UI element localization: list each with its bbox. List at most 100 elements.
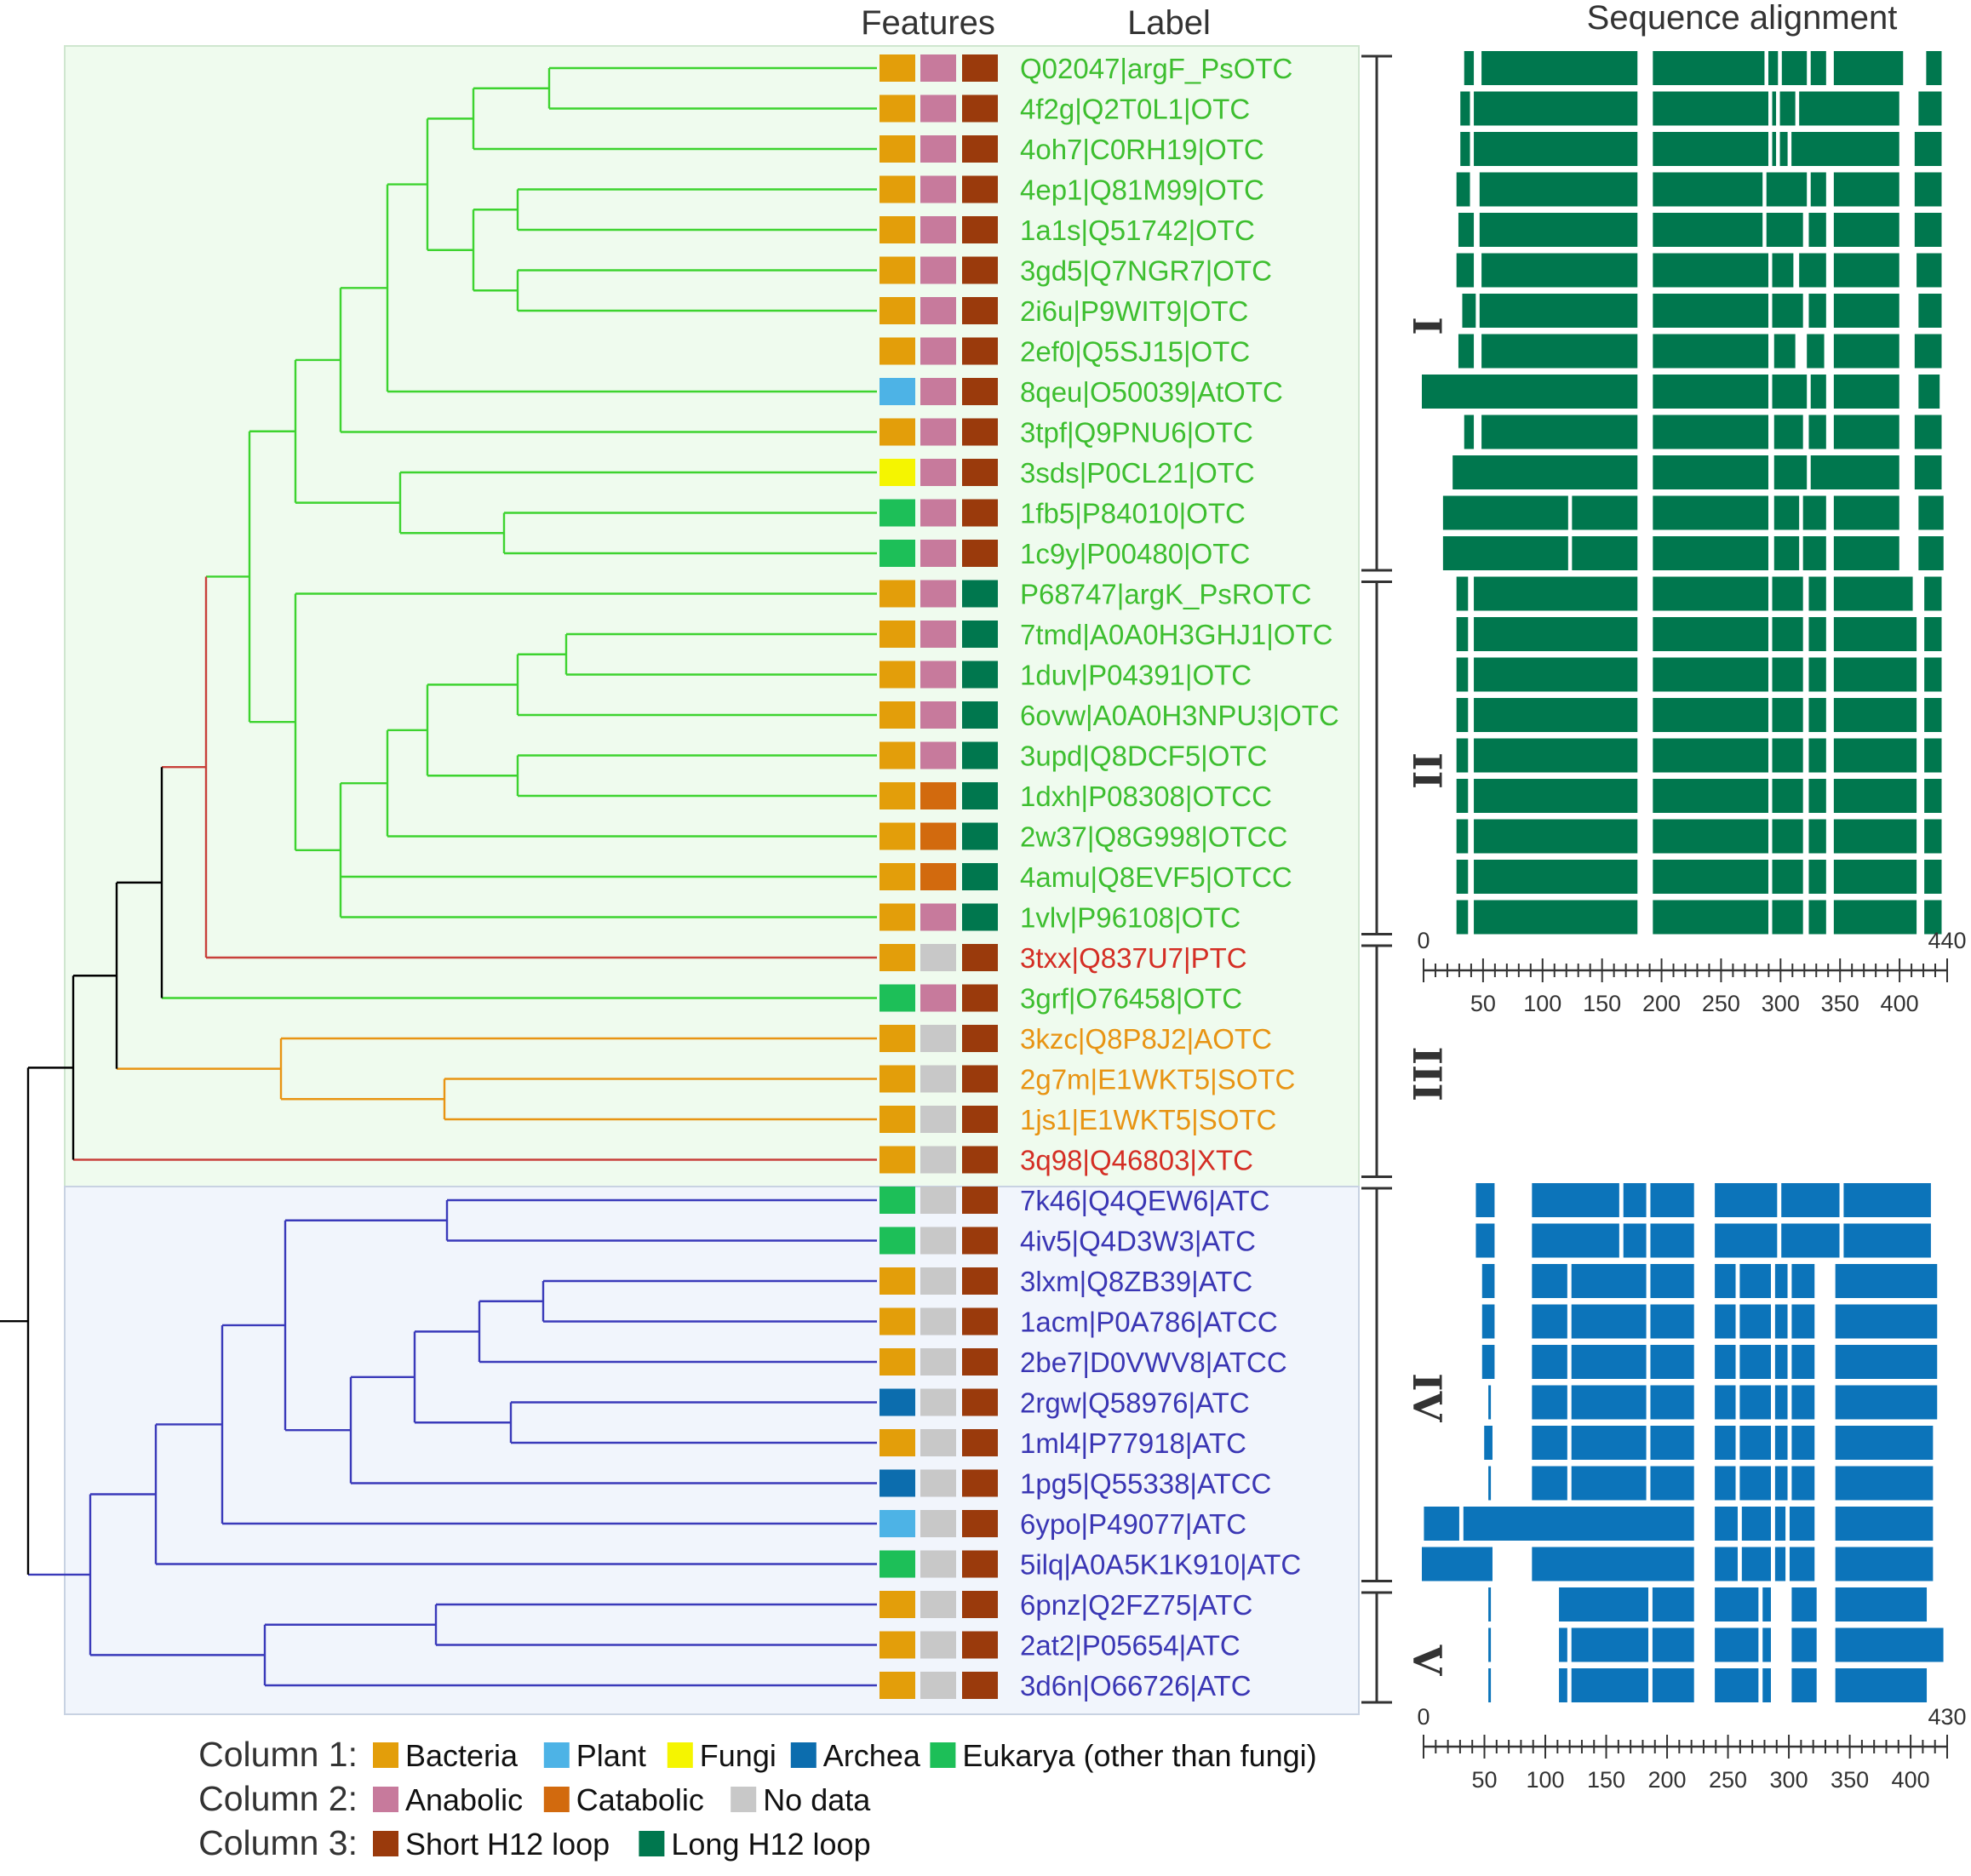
alignment-segment bbox=[1808, 294, 1826, 328]
alignment-segment bbox=[1456, 657, 1469, 692]
feature-columns bbox=[880, 54, 998, 1699]
leaf-label: 5ilq|A0A5K1K910|ATC bbox=[1020, 1549, 1301, 1581]
feature-col1-square bbox=[880, 1025, 915, 1052]
alignment-segment bbox=[1532, 1223, 1619, 1258]
alignment-segment bbox=[1715, 1507, 1738, 1541]
alignment-segment bbox=[1833, 213, 1899, 247]
axis-tick-label: 150 bbox=[1587, 1767, 1625, 1793]
alignment-segment bbox=[1481, 415, 1638, 449]
feature-col2-square bbox=[920, 944, 956, 971]
feature-col2-square bbox=[920, 256, 956, 284]
feature-col3-square bbox=[962, 459, 998, 486]
alignment-segment bbox=[1460, 132, 1470, 166]
alignment-segment bbox=[1774, 1466, 1788, 1501]
alignment-segment bbox=[1653, 213, 1763, 247]
legend-item-label: Plant bbox=[576, 1738, 646, 1773]
alignment-segment bbox=[1474, 698, 1638, 732]
alignment-segment bbox=[1833, 495, 1899, 530]
feature-col2-square bbox=[920, 1187, 956, 1214]
feature-col1-square bbox=[880, 1146, 915, 1174]
feature-col3-square bbox=[962, 1388, 998, 1416]
alignment-segment bbox=[1571, 1426, 1647, 1460]
alignment-segment bbox=[1653, 738, 1768, 773]
feature-col2-square bbox=[920, 1146, 956, 1174]
alignment-segment bbox=[1772, 617, 1803, 651]
feature-col1-square bbox=[880, 1672, 915, 1699]
leaf-label: 1ml4|P77918|ATC bbox=[1020, 1427, 1246, 1459]
alignment-segment bbox=[1772, 779, 1803, 813]
alignment-segment bbox=[1481, 1264, 1495, 1298]
alignment-segment bbox=[1914, 415, 1942, 449]
alignment-segment bbox=[1653, 172, 1763, 207]
alignment-segment bbox=[1475, 1183, 1495, 1217]
clade-label: I bbox=[1404, 317, 1450, 335]
feature-col3-square bbox=[962, 1469, 998, 1497]
axis-tick-label: 350 bbox=[1831, 1767, 1869, 1793]
feature-col1-square bbox=[880, 580, 915, 608]
alignment-segment bbox=[1835, 1627, 1944, 1662]
feature-col1-square bbox=[880, 256, 915, 284]
leaf-label: 7tmd|A0A0H3GHJ1|OTC bbox=[1020, 619, 1332, 650]
feature-col1-square bbox=[880, 1388, 915, 1416]
leaf-label: 1dxh|P08308|OTCC bbox=[1020, 781, 1272, 812]
legend-item-label: Long H12 loop bbox=[671, 1827, 870, 1862]
legend-item-label: Fungi bbox=[700, 1738, 776, 1773]
alignment-segment bbox=[1791, 1345, 1815, 1379]
alignment-segment bbox=[1833, 415, 1899, 449]
feature-col3-square bbox=[962, 903, 998, 931]
alignment-segment bbox=[1773, 495, 1800, 530]
alignment-segment bbox=[1772, 819, 1803, 854]
alignment-segment bbox=[1481, 334, 1638, 369]
alignment-segment bbox=[1791, 1264, 1815, 1298]
feature-col3-square bbox=[962, 1106, 998, 1133]
alignment-segment bbox=[1474, 860, 1638, 894]
feature-col2-square bbox=[920, 701, 956, 729]
alignment-segment bbox=[1799, 253, 1826, 288]
alignment-segment bbox=[1789, 1547, 1815, 1581]
feature-col1-square bbox=[880, 1227, 915, 1255]
axis-start-label: 0 bbox=[1417, 928, 1430, 953]
feature-col1-square bbox=[880, 297, 915, 324]
alignment-segment bbox=[1623, 1223, 1647, 1258]
alignment-segment bbox=[1653, 576, 1768, 611]
alignment-segment bbox=[1652, 1587, 1694, 1621]
feature-col2-square bbox=[920, 822, 956, 850]
alignment-segment bbox=[1715, 1223, 1778, 1258]
alignment-segment bbox=[1650, 1183, 1694, 1217]
alignment-segment bbox=[1474, 819, 1638, 854]
alignment-segment bbox=[1843, 1223, 1931, 1258]
alignment-segment bbox=[1833, 375, 1899, 409]
alignment-segment bbox=[1835, 1466, 1934, 1501]
feature-col3-square bbox=[962, 1429, 998, 1456]
alignment-axes: 0 440 50 100 150 200 250 300 350 400 0 430 50 100 150 2… bbox=[1417, 928, 1966, 1793]
feature-col2-square bbox=[920, 1025, 956, 1052]
alignment-segment bbox=[1791, 1385, 1815, 1420]
alignment-segment bbox=[1772, 576, 1803, 611]
alignment-segment bbox=[1772, 738, 1803, 773]
axis-tick-label: 150 bbox=[1583, 991, 1621, 1016]
alignment-segment bbox=[1835, 1507, 1934, 1541]
alignment-segment bbox=[1572, 495, 1638, 530]
alignment-segment bbox=[1456, 172, 1470, 207]
alignment-segment bbox=[1833, 860, 1917, 894]
alignment-segment bbox=[1532, 1547, 1694, 1581]
leaf-label: 3upd|Q8DCF5|OTC bbox=[1020, 741, 1267, 772]
alignment-segment bbox=[1772, 253, 1794, 288]
alignment-segment bbox=[1458, 334, 1475, 369]
alignment-segment bbox=[1422, 1547, 1493, 1581]
feature-col2-square bbox=[920, 1267, 956, 1295]
alignment-segment bbox=[1739, 1426, 1771, 1460]
label-header: Label bbox=[1127, 4, 1211, 42]
feature-col2-square bbox=[920, 1550, 956, 1578]
alignment-segment bbox=[1808, 576, 1826, 611]
alignment-segment bbox=[1460, 91, 1470, 126]
leaf-label: 3txx|Q837U7|PTC bbox=[1020, 942, 1247, 974]
feature-col2-square bbox=[920, 661, 956, 689]
alignment-segment bbox=[1475, 1223, 1495, 1258]
alignment-segment bbox=[1653, 91, 1768, 126]
alignment-segment bbox=[1474, 576, 1638, 611]
feature-col1-square bbox=[880, 1106, 915, 1133]
alignment-segment bbox=[1650, 1264, 1694, 1298]
leaf-label: 2be7|D0VWV8|ATCC bbox=[1020, 1347, 1287, 1378]
clade-label: II bbox=[1404, 752, 1450, 789]
